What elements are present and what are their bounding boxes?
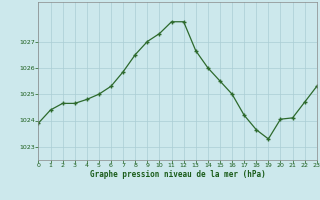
X-axis label: Graphe pression niveau de la mer (hPa): Graphe pression niveau de la mer (hPa) xyxy=(90,170,266,179)
